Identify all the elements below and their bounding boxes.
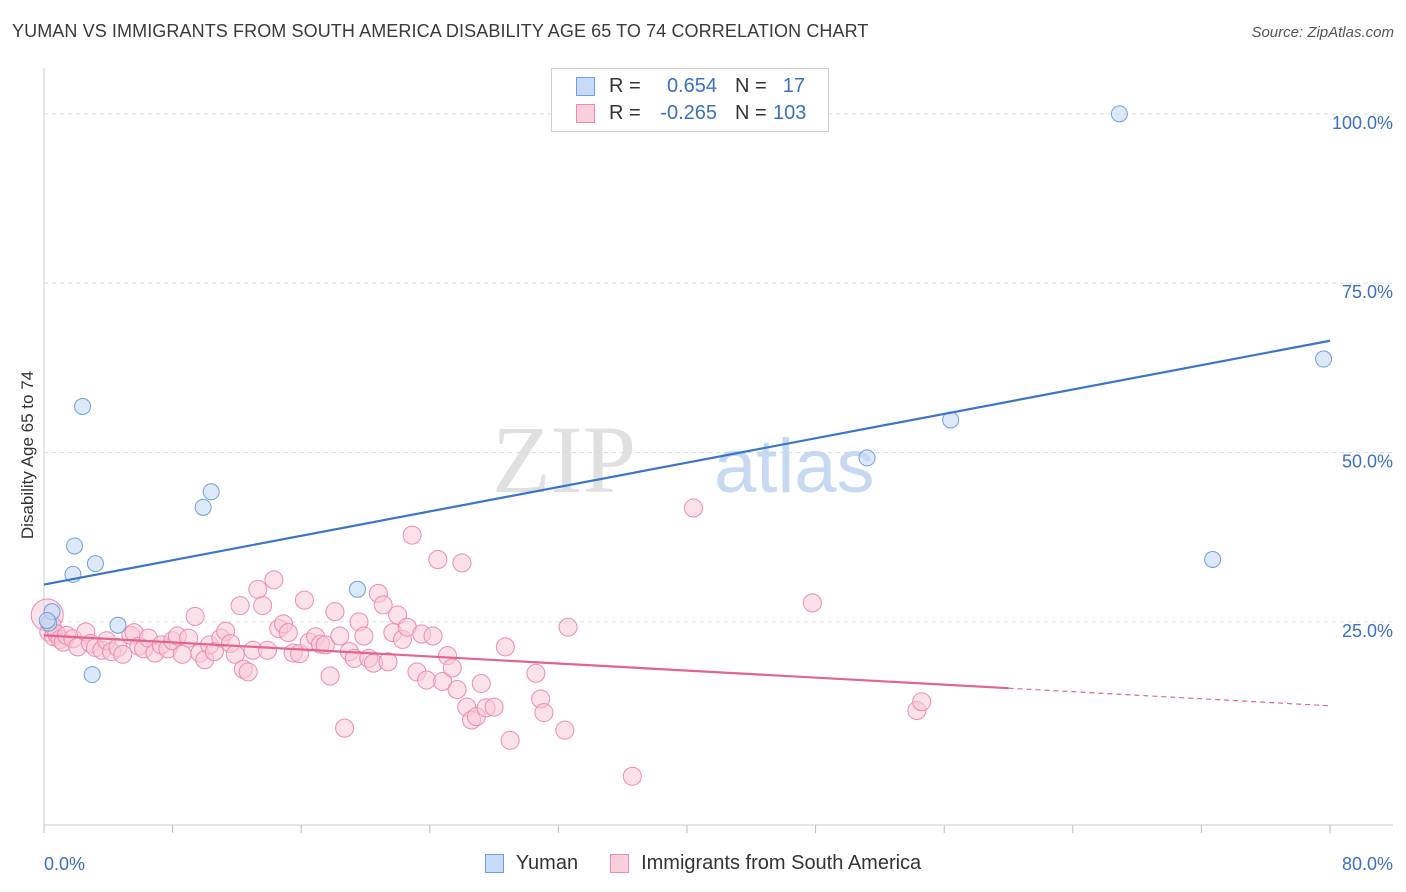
yuman-point bbox=[66, 537, 84, 555]
immigrants-point bbox=[417, 670, 437, 690]
x-tick-label-min: 0.0% bbox=[44, 854, 85, 874]
immigrants-point bbox=[320, 666, 340, 686]
immigrants-trend-line bbox=[43, 634, 1009, 690]
immigrants-point bbox=[113, 644, 133, 664]
immigrants-point bbox=[278, 623, 298, 643]
n-label: N = bbox=[735, 101, 767, 124]
yuman-point bbox=[348, 580, 366, 598]
r-label: R = bbox=[609, 101, 641, 124]
trend-lines bbox=[43, 339, 1331, 707]
immigrants-point bbox=[230, 596, 250, 616]
immigrants-point bbox=[683, 498, 703, 518]
immigrants-point bbox=[257, 640, 277, 660]
immigrants-point bbox=[622, 766, 642, 786]
watermark-atlas: atlas bbox=[714, 424, 875, 509]
stats-legend: R = 0.654 N = 17 R = -0.265 N = 103 bbox=[551, 68, 829, 132]
legend-item-yuman: Yuman bbox=[484, 852, 579, 875]
series-legend: Yuman Immigrants from South America bbox=[0, 852, 1406, 875]
immigrants-point bbox=[428, 550, 448, 570]
immigrants-point bbox=[452, 553, 472, 573]
yuman-point bbox=[109, 616, 127, 634]
source-attribution: Source: ZipAtlas.com bbox=[1251, 24, 1394, 41]
immigrants-point bbox=[373, 595, 393, 615]
yuman-point bbox=[194, 498, 212, 516]
immigrants-point bbox=[294, 590, 314, 610]
yuman-points bbox=[38, 105, 1333, 684]
x-tick-label-max: 80.0% bbox=[1342, 854, 1393, 874]
yuman-point bbox=[74, 397, 92, 415]
yuman-trend-line bbox=[43, 339, 1331, 586]
axes bbox=[43, 68, 1393, 833]
immigrants-point bbox=[526, 663, 546, 683]
y-tick-label: 100.0% bbox=[1332, 113, 1393, 133]
yuman-point bbox=[38, 611, 56, 629]
n-value: 17 bbox=[782, 74, 805, 97]
immigrants-point bbox=[315, 635, 335, 655]
immigrants-swatch-icon bbox=[576, 103, 595, 123]
legend-label: Immigrants from South America bbox=[641, 852, 922, 874]
immigrants-point bbox=[802, 593, 822, 613]
r-label: R = bbox=[609, 74, 641, 97]
immigrants-point bbox=[354, 626, 374, 646]
immigrants-point bbox=[185, 606, 205, 626]
legend-row-yuman: R = 0.654 N = 17 bbox=[576, 73, 805, 99]
immigrants-point bbox=[495, 637, 515, 657]
immigrants-point bbox=[253, 596, 273, 616]
chart-title: YUMAN VS IMMIGRANTS FROM SOUTH AMERICA D… bbox=[12, 21, 869, 41]
yuman-point bbox=[202, 483, 220, 501]
n-value: 103 bbox=[773, 101, 807, 124]
tick-labels: 25.0% 50.0% 75.0% 100.0% 0.0% 80.0% bbox=[44, 113, 1393, 874]
y-tick-label: 25.0% bbox=[1342, 621, 1393, 641]
immigrants-point bbox=[264, 570, 284, 590]
legend-label: Yuman bbox=[515, 852, 579, 874]
yuman-point bbox=[858, 449, 876, 467]
immigrants-point bbox=[402, 525, 422, 545]
immigrants-point bbox=[558, 617, 578, 637]
yuman-swatch-icon bbox=[484, 854, 504, 873]
y-tick-label: 75.0% bbox=[1342, 282, 1393, 302]
immigrants-swatch-icon bbox=[610, 854, 630, 873]
yuman-point bbox=[1204, 551, 1222, 569]
immigrants-point bbox=[423, 626, 443, 646]
immigrants-point bbox=[378, 652, 398, 672]
r-value: 0.654 bbox=[666, 74, 717, 97]
immigrants-point bbox=[484, 697, 504, 717]
immigrants-point bbox=[912, 692, 932, 712]
immigrants-point bbox=[335, 718, 355, 738]
yuman-point bbox=[86, 555, 104, 573]
immigrants-point bbox=[534, 703, 554, 723]
immigrants-point bbox=[330, 626, 350, 646]
immigrants-point bbox=[555, 720, 575, 740]
immigrants-point bbox=[447, 680, 467, 700]
immigrants-point bbox=[248, 579, 268, 599]
immigrants-point bbox=[325, 602, 345, 622]
watermark-zip: ZIP bbox=[492, 406, 636, 513]
immigrants-point bbox=[471, 673, 491, 693]
immigrants-trend-extension bbox=[1008, 687, 1331, 707]
legend-row-immigrants: R = -0.265 N = 103 bbox=[576, 100, 807, 126]
immigrants-point bbox=[500, 730, 520, 750]
immigrants-point bbox=[238, 662, 258, 682]
immigrants-point bbox=[433, 671, 453, 691]
yuman-point bbox=[1315, 350, 1333, 368]
immigrants-point bbox=[442, 658, 462, 678]
legend-item-immigrants: Immigrants from South America bbox=[610, 852, 921, 875]
r-value: -0.265 bbox=[660, 101, 717, 124]
yuman-point bbox=[83, 666, 101, 684]
yuman-swatch-icon bbox=[576, 76, 595, 96]
immigrants-point bbox=[172, 644, 192, 664]
n-label: N = bbox=[735, 74, 767, 97]
yuman-point bbox=[1110, 105, 1128, 123]
y-tick-label: 50.0% bbox=[1342, 452, 1393, 472]
